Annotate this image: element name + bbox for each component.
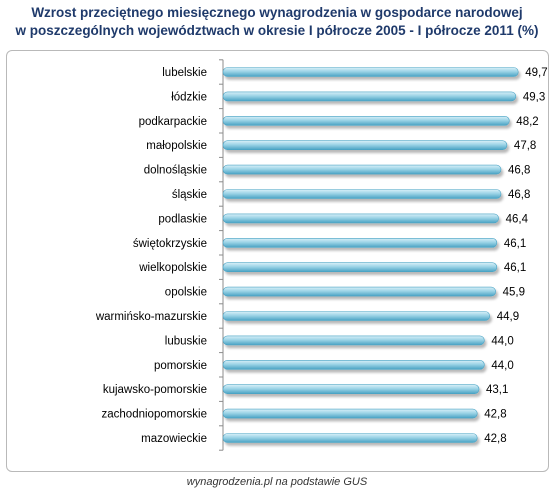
- category-label: dolnośląskie: [144, 165, 207, 177]
- bar-0: [222, 67, 519, 77]
- value-label: 42,8: [484, 409, 506, 421]
- value-label: 46,1: [504, 262, 526, 274]
- category-label: łódzkie: [171, 91, 207, 103]
- bar-2: [222, 116, 510, 126]
- bar-15: [222, 433, 478, 443]
- category-label: świętokrzyskie: [133, 238, 207, 250]
- category-label: pomorskie: [154, 360, 207, 372]
- value-label: 46,4: [506, 213, 529, 225]
- category-label: podkarpackie: [139, 116, 207, 128]
- value-label: 44,9: [497, 311, 519, 323]
- category-label: zachodniopomorskie: [102, 409, 207, 421]
- category-label: opolskie: [165, 287, 207, 299]
- value-label: 49,7: [525, 67, 547, 79]
- bar-4: [222, 164, 502, 175]
- chart-title-line-1: Wzrost przeciętnego miesięcznego wynagro…: [31, 5, 523, 20]
- category-label: lubuskie: [165, 335, 207, 347]
- bar-10: [222, 311, 491, 321]
- value-label: 42,8: [484, 433, 506, 445]
- value-label: 44,0: [491, 360, 513, 372]
- category-label: kujawsko-pomorskie: [103, 384, 207, 396]
- category-label: podlaskie: [158, 213, 207, 225]
- chart-title: Wzrost przeciętnego miesięcznego wynagro…: [0, 4, 554, 40]
- chart-title-line-2: w poszczególnych województwach w okresie…: [15, 23, 539, 38]
- value-label: 46,8: [508, 189, 530, 201]
- value-label: 47,8: [514, 140, 536, 152]
- bar-5: [222, 189, 502, 199]
- category-label: warmińsko-mazurskie: [95, 311, 207, 323]
- bar-11: [222, 335, 485, 346]
- bar-13: [222, 384, 480, 395]
- value-label: 46,1: [504, 238, 526, 250]
- value-label: 43,1: [486, 384, 508, 396]
- category-label: mazowieckie: [141, 433, 207, 445]
- category-label: wielkopolskie: [138, 262, 207, 274]
- category-label: śląskie: [172, 189, 207, 201]
- value-label: 45,9: [503, 287, 525, 299]
- category-label: lubelskie: [162, 67, 207, 79]
- bar-3: [222, 140, 508, 150]
- bar-7: [222, 238, 498, 248]
- bar-1: [222, 91, 517, 102]
- bar-6: [222, 213, 499, 224]
- category-label: małopolskie: [146, 140, 207, 152]
- value-label: 46,8: [508, 165, 530, 177]
- bar-14: [222, 408, 478, 419]
- bar-8: [222, 262, 498, 273]
- value-label: 44,0: [491, 335, 513, 347]
- source-note: wynagrodzenia.pl na podstawie GUS: [186, 476, 368, 488]
- bar-9: [222, 286, 496, 297]
- value-label: 48,2: [516, 116, 538, 128]
- bar-12: [222, 359, 485, 370]
- value-label: 49,3: [523, 91, 545, 103]
